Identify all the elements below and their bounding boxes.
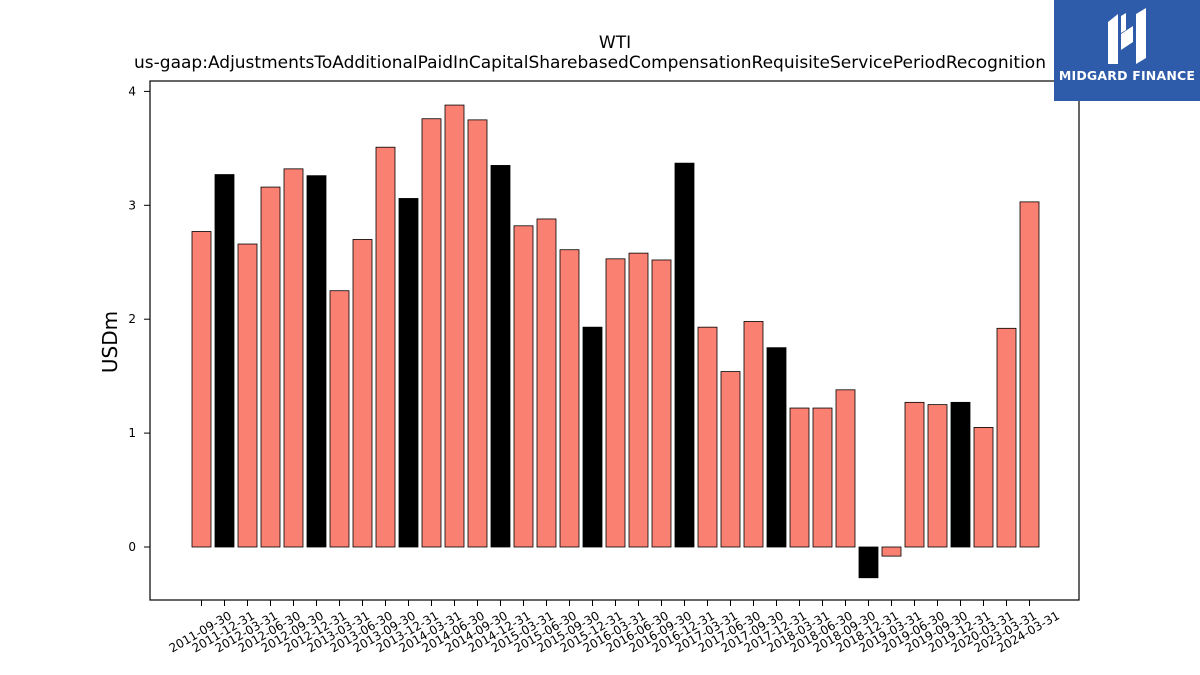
bar-2019-06-30 [904,401,925,548]
y-tick-label: 4 [128,84,136,98]
y-axis-label: USDm [98,311,122,373]
bar-2013-06-30 [352,239,373,548]
bar-2011-12-31 [214,174,235,548]
bar-2019-09-30 [927,404,948,548]
bar-2012-09-30 [283,168,304,548]
x-axis: 2011-09-302011-12-312012-03-312012-06-30… [167,600,1062,655]
bar-2017-03-31 [697,326,718,548]
bar-2017-12-31 [766,347,787,548]
bar-2015-03-31 [513,225,534,548]
bar-2014-03-31 [421,118,442,548]
bar-2017-09-30 [743,321,764,548]
bar-2018-09-30 [835,389,856,548]
bar-2014-06-30 [444,104,465,548]
y-tick-label: 3 [128,198,136,212]
bar-2024-03-31 [1019,201,1040,548]
bar-2011-09-30 [191,231,212,548]
bar-2018-12-31 [858,546,879,579]
bar-2016-09-30 [651,259,672,548]
chart-title: WTI [599,33,631,53]
bar-2016-06-30 [628,252,649,548]
bar-2014-12-31 [490,165,511,548]
y-axis: 0 1 2 3 4 [128,84,150,554]
bar-2013-09-30 [375,146,396,548]
chart-subtitle: us-gaap:AdjustmentsToAdditionalPaidInCap… [134,53,1046,73]
y-tick-label: 0 [128,540,136,554]
y-tick-label: 1 [128,426,136,440]
bar-2012-06-30 [260,186,281,548]
bar-2013-03-31 [329,290,350,548]
bar-2016-03-31 [605,258,626,548]
bar-2016-12-31 [674,162,695,548]
bar-2023-03-31 [996,327,1017,548]
bar-2015-12-31 [582,326,603,548]
bar-2019-12-31 [950,401,971,548]
bar-2017-06-30 [720,371,741,548]
bar-2019-03-31 [881,546,902,557]
brand-logo-icon [1108,8,1146,64]
bar-2018-06-30 [812,407,833,548]
bar-2014-09-30 [467,119,488,548]
bar-2013-12-31 [398,198,419,548]
brand-logo-text: MIDGARD FINANCE [1058,68,1196,83]
bar-series [191,104,1040,579]
bar-2015-06-30 [536,218,557,548]
bar-2012-03-31 [237,243,258,548]
bar-2018-03-31 [789,407,810,548]
y-tick-label: 2 [128,312,136,326]
bar-2012-12-31 [306,175,327,548]
plot-frame [149,80,1080,601]
bar-2020-03-31 [973,427,994,548]
bar-2015-09-30 [559,249,580,548]
brand-logo: MIDGARD FINANCE [1054,0,1200,101]
